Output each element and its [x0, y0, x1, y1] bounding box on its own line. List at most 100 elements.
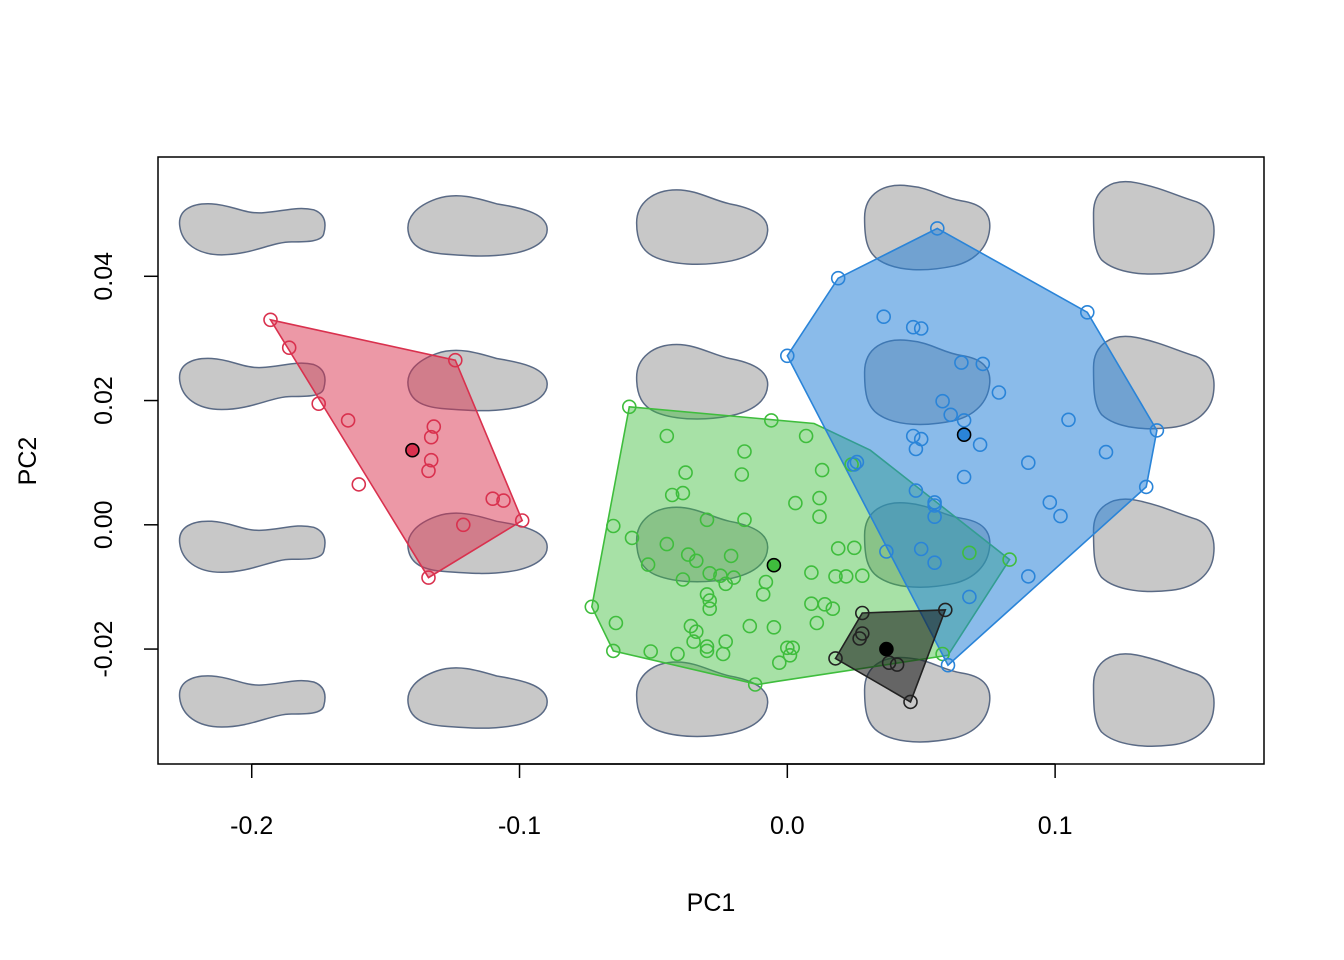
data-point	[421, 570, 436, 585]
data-point	[1138, 479, 1154, 495]
data-point	[263, 312, 278, 328]
data-point	[927, 498, 942, 513]
y-axis-title: PC2	[14, 437, 42, 486]
data-point	[608, 615, 624, 631]
data-point	[879, 544, 894, 559]
group-hull	[268, 318, 524, 579]
data-point	[908, 483, 924, 498]
outline-shape	[635, 189, 769, 266]
outline-shape-path	[635, 189, 769, 266]
data-point	[423, 429, 439, 445]
data-point	[455, 517, 471, 533]
outline-shape	[178, 675, 326, 728]
group-mean-point	[879, 641, 894, 657]
data-point	[605, 518, 621, 534]
data-point	[766, 619, 782, 635]
data-point	[817, 596, 833, 612]
data-point	[514, 513, 530, 528]
data-point	[962, 589, 977, 605]
outline-shape-path	[178, 675, 326, 728]
data-point	[779, 640, 795, 656]
x-axis: -0.2 -0.1 0.0 0.1	[230, 763, 1073, 840]
data-point	[734, 467, 750, 482]
data-point	[426, 419, 442, 434]
data-point	[1053, 508, 1068, 524]
data-point	[849, 454, 865, 470]
data-point	[779, 348, 795, 364]
x-tick-label: -0.2	[230, 812, 273, 840]
data-point	[812, 490, 827, 506]
outline-shape	[635, 661, 769, 738]
data-points	[263, 221, 1165, 710]
group-mean-point	[766, 557, 782, 573]
data-point	[788, 495, 803, 511]
data-point	[755, 587, 771, 602]
data-point	[771, 655, 787, 671]
outline-shape	[1092, 653, 1215, 747]
data-point	[624, 530, 640, 546]
data-point	[956, 469, 972, 485]
data-point	[954, 355, 969, 370]
data-point	[702, 565, 718, 581]
data-point	[852, 631, 867, 646]
x-tick-label: 0.1	[1038, 812, 1073, 840]
data-point	[675, 485, 691, 501]
y-tick-label: 0.04	[90, 252, 118, 301]
data-point	[659, 428, 675, 444]
data-point	[737, 444, 752, 459]
outline-shape-path	[178, 203, 326, 256]
data-point	[737, 512, 752, 528]
data-point	[876, 309, 892, 325]
data-point	[351, 477, 367, 492]
data-point	[1098, 444, 1114, 460]
data-point	[1002, 552, 1017, 567]
data-point	[903, 694, 918, 710]
data-point	[1021, 455, 1036, 471]
outline-shape	[1092, 181, 1215, 275]
outline-shape	[178, 203, 326, 256]
data-point	[742, 618, 758, 634]
data-point	[913, 321, 929, 336]
data-point	[1021, 569, 1036, 584]
data-point	[814, 462, 830, 478]
x-tick-label: -0.1	[498, 812, 541, 840]
data-point	[683, 618, 699, 634]
data-point	[962, 545, 977, 561]
data-point	[846, 457, 862, 472]
y-tick-label: 0.02	[90, 376, 118, 425]
data-point	[1042, 495, 1058, 510]
data-point	[812, 509, 827, 525]
data-point	[889, 657, 905, 672]
data-point	[421, 463, 436, 479]
data-point	[699, 643, 715, 659]
group-mean-point	[956, 427, 972, 443]
data-point	[688, 624, 704, 640]
data-point	[956, 413, 972, 428]
data-point	[1061, 412, 1076, 428]
data-point	[664, 487, 680, 503]
group-means	[405, 427, 972, 657]
x-axis-title: PC1	[687, 889, 736, 917]
data-point	[975, 356, 991, 372]
outline-shape-path	[1092, 181, 1215, 275]
data-point	[830, 270, 846, 286]
group-mean-point	[405, 442, 420, 458]
data-point	[702, 593, 718, 608]
outline-shape-path	[178, 520, 326, 574]
data-point	[640, 557, 656, 572]
data-point	[747, 677, 763, 692]
data-point	[686, 634, 701, 649]
data-point	[678, 465, 693, 480]
data-point	[908, 441, 924, 457]
y-axis: -0.02 0.00 0.02 0.04	[90, 252, 158, 678]
data-point	[785, 640, 801, 656]
outline-shape-path	[407, 667, 548, 729]
x-tick-label: 0.0	[770, 812, 805, 840]
outline-shape	[1092, 498, 1215, 593]
outline-shape-path	[635, 506, 769, 583]
data-point	[828, 569, 843, 584]
data-point	[838, 569, 854, 584]
data-point	[423, 452, 439, 468]
data-point	[854, 605, 870, 621]
